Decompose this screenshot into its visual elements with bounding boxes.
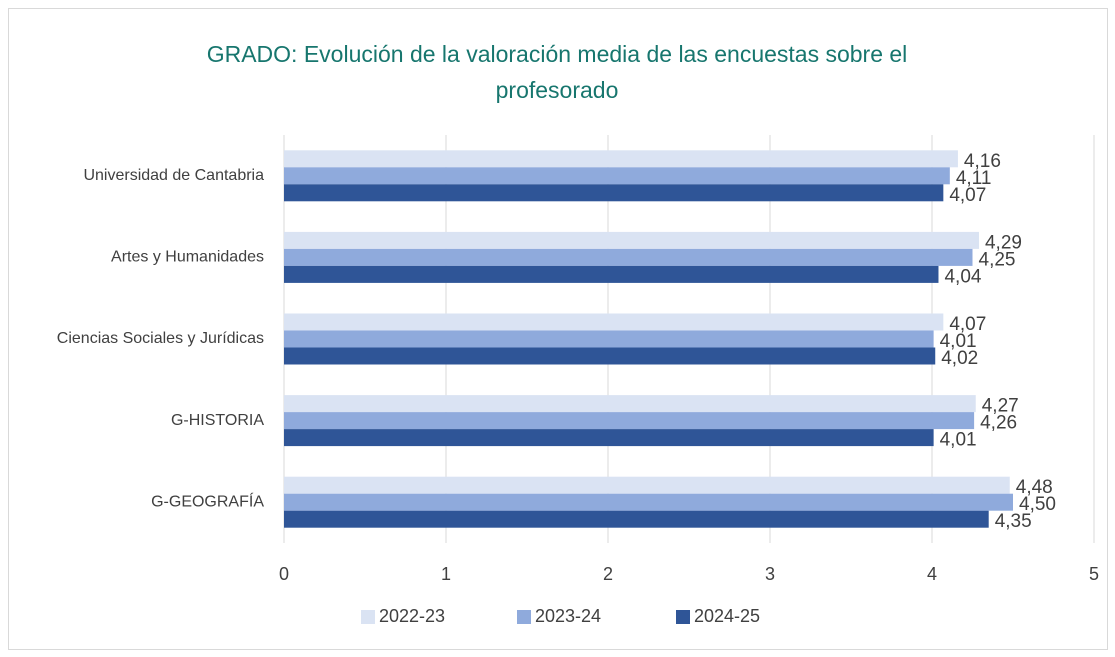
y-tick-label: G-GEOGRAFÍA bbox=[151, 491, 264, 510]
x-tick-label: 1 bbox=[441, 564, 451, 584]
bar bbox=[284, 248, 973, 266]
bar bbox=[284, 476, 1010, 494]
value-label: 4,48 bbox=[1016, 477, 1053, 498]
bar bbox=[284, 313, 944, 331]
bar bbox=[284, 167, 950, 185]
bar bbox=[284, 510, 989, 528]
value-label: 4,16 bbox=[964, 151, 1001, 172]
bar bbox=[284, 330, 934, 348]
y-tick-label: Universidad de Cantabria bbox=[83, 167, 264, 184]
bar bbox=[284, 265, 939, 283]
bar bbox=[284, 395, 976, 413]
y-tick-label: G-HISTORIA bbox=[171, 412, 264, 429]
value-label: 4,29 bbox=[985, 232, 1022, 253]
value-label: 4,11 bbox=[956, 168, 992, 189]
bar bbox=[284, 493, 1013, 511]
legend-label: 2022-23 bbox=[379, 606, 445, 626]
value-label: 4,27 bbox=[982, 396, 1019, 417]
bar bbox=[284, 150, 958, 168]
x-tick-label: 4 bbox=[927, 564, 937, 584]
bar bbox=[284, 347, 936, 365]
legend-swatch bbox=[361, 610, 375, 624]
bar bbox=[284, 412, 975, 430]
value-label: 4,04 bbox=[944, 266, 981, 287]
value-label: 4,01 bbox=[940, 331, 977, 352]
chart-frame bbox=[8, 8, 1108, 650]
value-label: 4,35 bbox=[995, 511, 1032, 532]
bar bbox=[284, 231, 979, 249]
value-label: 4,26 bbox=[980, 413, 1017, 434]
legend-label: 2023-24 bbox=[535, 606, 601, 626]
legend-label: 2024-25 bbox=[694, 606, 760, 626]
value-label: 4,25 bbox=[979, 249, 1016, 270]
bar bbox=[284, 184, 944, 202]
value-label: 4,07 bbox=[949, 314, 986, 335]
legend-swatch bbox=[517, 610, 531, 624]
value-label: 4,01 bbox=[940, 430, 977, 451]
x-tick-label: 3 bbox=[765, 564, 775, 584]
value-label: 4,50 bbox=[1019, 494, 1056, 515]
y-tick-label: Artes y Humanidades bbox=[111, 249, 264, 266]
chart-title: GRADO: Evolución de la valoración media … bbox=[206, 41, 908, 103]
y-tick-label: Ciencias Sociales y Jurídicas bbox=[57, 330, 264, 347]
x-tick-label: 5 bbox=[1089, 564, 1099, 584]
value-label: 4,07 bbox=[949, 185, 986, 206]
x-tick-label: 0 bbox=[279, 564, 289, 584]
value-label: 4,02 bbox=[941, 348, 978, 369]
x-tick-label: 2 bbox=[603, 564, 613, 584]
bar bbox=[284, 429, 934, 447]
legend-swatch bbox=[676, 610, 690, 624]
